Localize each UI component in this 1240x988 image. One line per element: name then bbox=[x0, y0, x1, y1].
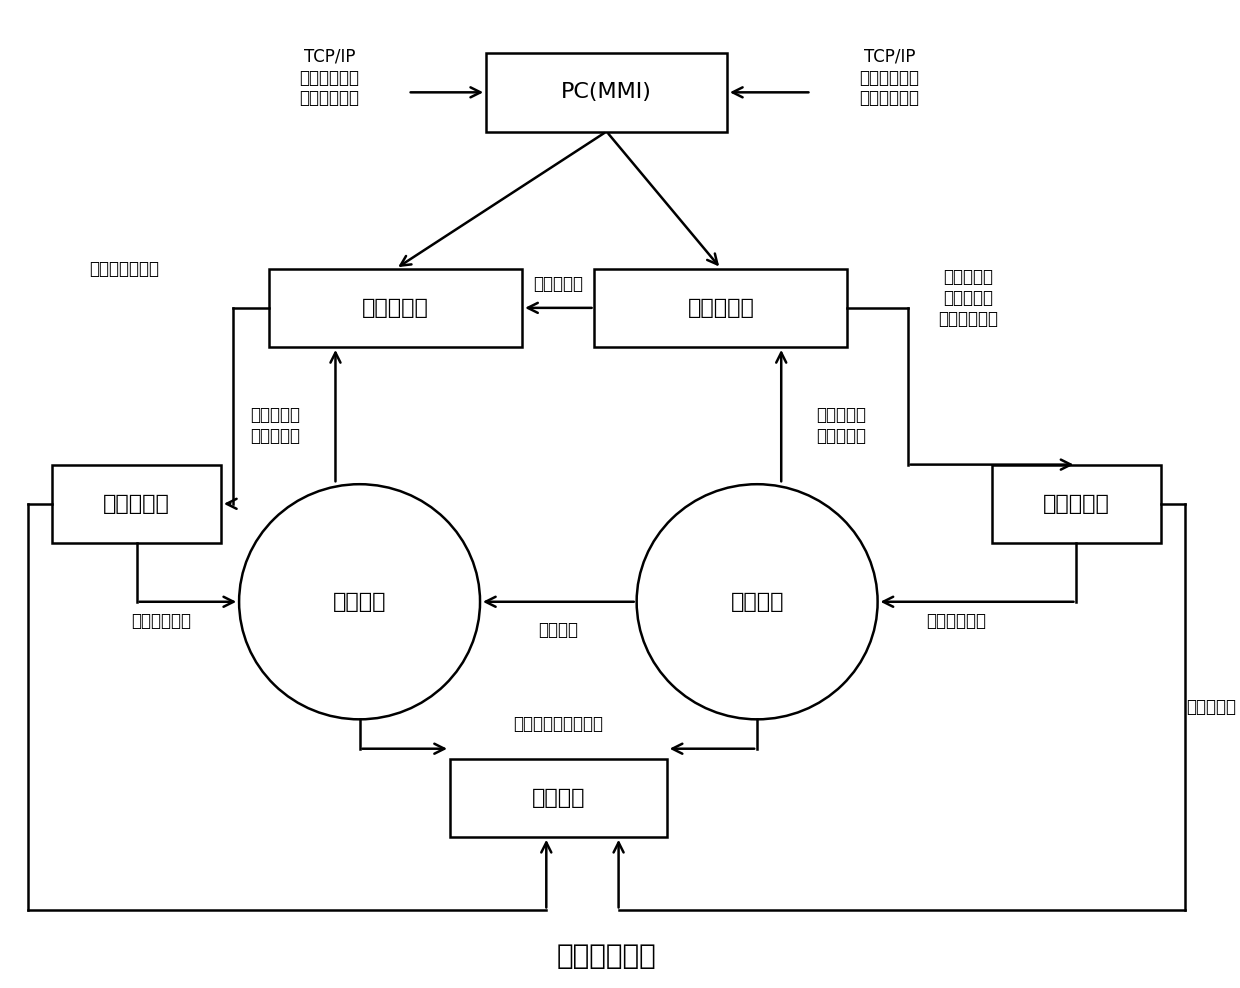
Text: PC(MMI): PC(MMI) bbox=[562, 82, 652, 103]
Text: 第一变频器: 第一变频器 bbox=[103, 494, 170, 514]
Text: TCP/IP
实时数据传送
试验过程控制: TCP/IP 实时数据传送 试验过程控制 bbox=[859, 47, 920, 108]
Text: 主从控制模式: 主从控制模式 bbox=[557, 943, 656, 970]
Text: 速度控制量: 速度控制量 bbox=[1187, 699, 1236, 716]
Text: 第二控制器: 第二控制器 bbox=[687, 297, 754, 318]
Text: 计算扭矩控制量: 计算扭矩控制量 bbox=[89, 261, 160, 279]
Text: 力传感器值: 力传感器值 bbox=[533, 276, 583, 293]
FancyBboxPatch shape bbox=[486, 53, 727, 131]
Text: 第二电机: 第二电机 bbox=[730, 592, 784, 612]
FancyBboxPatch shape bbox=[992, 464, 1161, 543]
Text: 第一电机: 第一电机 bbox=[332, 592, 387, 612]
Text: 扭矩模式控制: 扭矩模式控制 bbox=[130, 612, 191, 629]
Text: 第二变频器: 第二变频器 bbox=[1043, 494, 1110, 514]
Text: 速度模式控制: 速度模式控制 bbox=[926, 612, 986, 629]
Text: 速度控制量
扭矩控制量
（自检模式）: 速度控制量 扭矩控制量 （自检模式） bbox=[937, 269, 998, 328]
FancyBboxPatch shape bbox=[450, 759, 667, 837]
Ellipse shape bbox=[636, 484, 878, 719]
Text: 工作在道路模拟方式: 工作在道路模拟方式 bbox=[513, 715, 604, 733]
Text: 第一控制器: 第一控制器 bbox=[362, 297, 429, 318]
Text: 力传感器值
编码器脉冲: 力传感器值 编码器脉冲 bbox=[816, 406, 867, 445]
FancyBboxPatch shape bbox=[594, 269, 847, 347]
FancyBboxPatch shape bbox=[269, 269, 522, 347]
Text: TCP/IP
实时数据传送
试验过程控制: TCP/IP 实时数据传送 试验过程控制 bbox=[299, 47, 360, 108]
FancyBboxPatch shape bbox=[52, 464, 221, 543]
Text: 速度跟随: 速度跟随 bbox=[538, 621, 578, 639]
Text: 力传感器值
编码器脉冲: 力传感器值 编码器脉冲 bbox=[250, 406, 300, 445]
Ellipse shape bbox=[239, 484, 480, 719]
Text: 试验车辆: 试验车辆 bbox=[532, 787, 585, 808]
